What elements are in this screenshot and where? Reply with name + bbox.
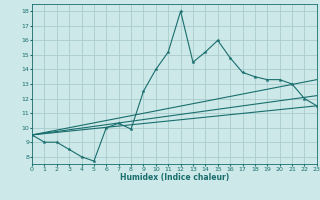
X-axis label: Humidex (Indice chaleur): Humidex (Indice chaleur) [120,173,229,182]
